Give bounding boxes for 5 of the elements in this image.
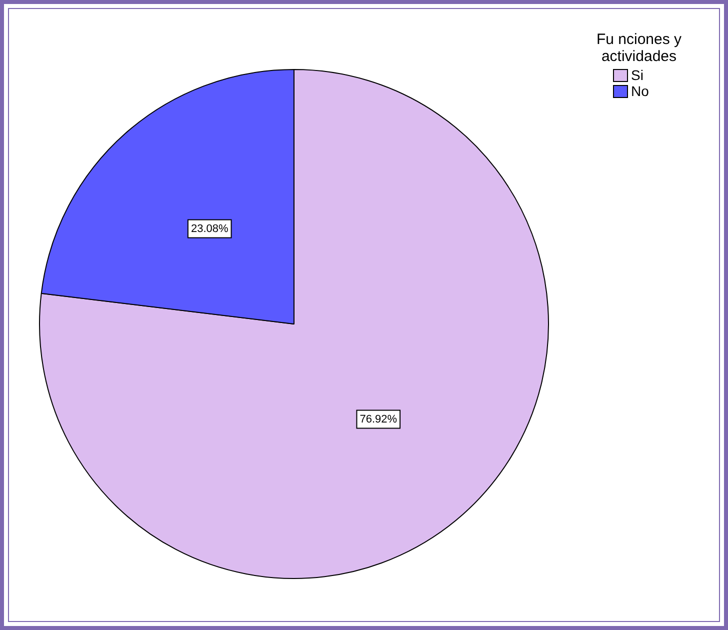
- legend-label: No: [631, 83, 649, 99]
- legend-title: Fu nciones y actividades: [595, 31, 683, 65]
- data-label: 76.92%: [360, 413, 398, 426]
- data-label: 23.08%: [190, 222, 228, 235]
- legend-label: Si: [631, 67, 644, 83]
